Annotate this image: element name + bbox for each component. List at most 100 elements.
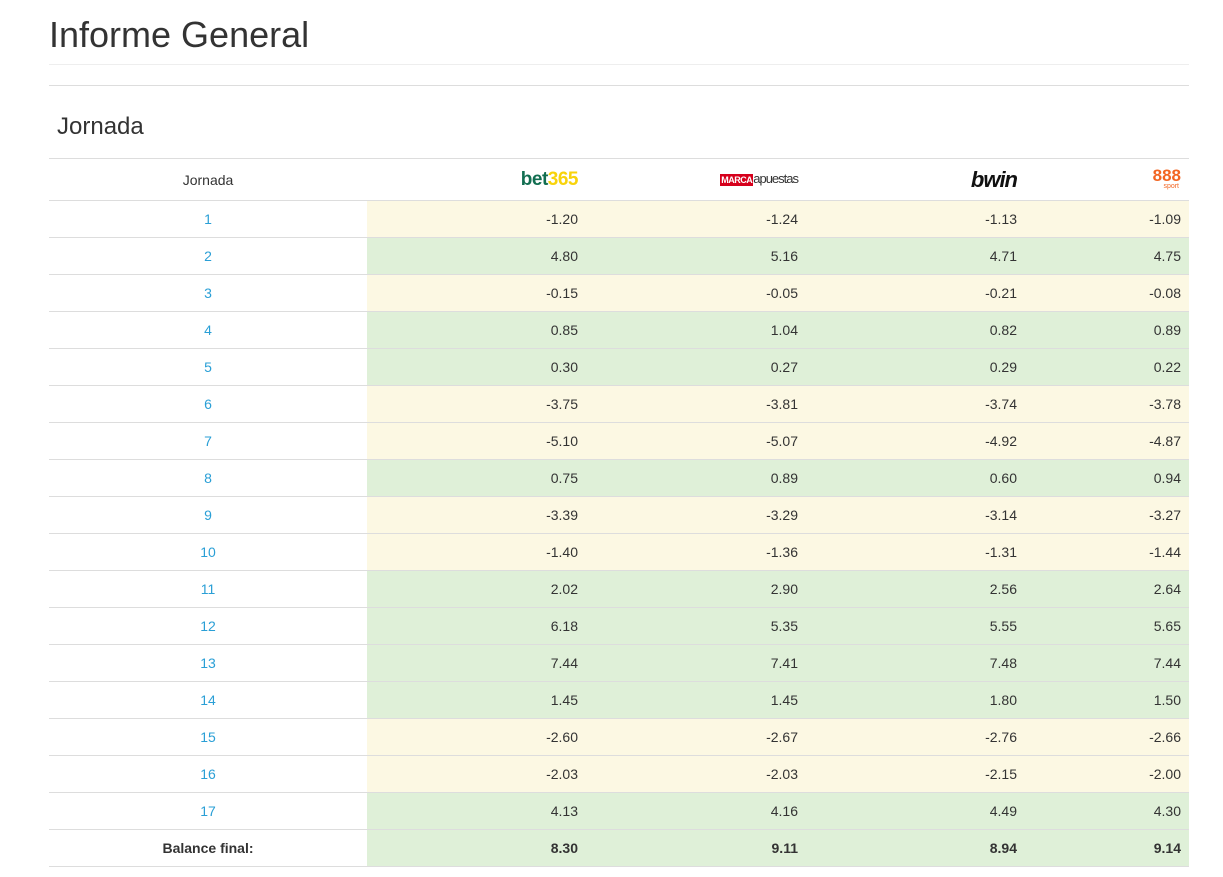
jornada-link[interactable]: 6 — [204, 396, 212, 412]
jornada-cell: 3 — [49, 274, 367, 312]
jornada-link[interactable]: 2 — [204, 248, 212, 264]
value-cell: 0.94 — [1025, 459, 1189, 497]
jornada-link[interactable]: 1 — [204, 211, 212, 227]
value-cell: -1.44 — [1025, 533, 1189, 571]
jornada-link[interactable]: 5 — [204, 359, 212, 375]
jornada-cell: 15 — [49, 718, 367, 756]
jornada-cell: 14 — [49, 681, 367, 719]
jornada-cell: 11 — [49, 570, 367, 608]
table-row: 2 4.80 5.16 4.71 4.75 — [49, 237, 1189, 275]
jornada-cell: 4 — [49, 311, 367, 349]
bet365-logo: bet365 — [520, 168, 579, 190]
jornada-link[interactable]: 3 — [204, 285, 212, 301]
value-cell: -2.76 — [806, 718, 1025, 756]
jornada-link[interactable]: 17 — [200, 803, 216, 819]
jornada-cell: 16 — [49, 755, 367, 793]
balance-final-row: Balance final: 8.30 9.11 8.94 9.14 — [49, 829, 1189, 867]
jornada-link[interactable]: 16 — [200, 766, 216, 782]
bwin-logo: bwin — [970, 166, 1018, 192]
value-cell: -0.08 — [1025, 274, 1189, 312]
table-row: 3 -0.15 -0.05 -0.21 -0.08 — [49, 274, 1189, 312]
value-cell: -2.15 — [806, 755, 1025, 793]
jornada-link[interactable]: 8 — [204, 470, 212, 486]
value-cell: -1.31 — [806, 533, 1025, 571]
value-cell: -3.75 — [367, 385, 586, 423]
value-cell: -5.07 — [586, 422, 806, 460]
table-row: 9 -3.39 -3.29 -3.14 -3.27 — [49, 496, 1189, 534]
page-title: Informe General — [49, 14, 310, 55]
table-row: 17 4.13 4.16 4.49 4.30 — [49, 792, 1189, 830]
jornada-cell: 13 — [49, 644, 367, 682]
value-cell: -3.74 — [806, 385, 1025, 423]
value-cell: -1.36 — [586, 533, 806, 571]
table-row: 6 -3.75 -3.81 -3.74 -3.78 — [49, 385, 1189, 423]
jornada-link[interactable]: 13 — [200, 655, 216, 671]
jornada-cell: 6 — [49, 385, 367, 423]
table-row: 13 7.44 7.41 7.48 7.44 — [49, 644, 1189, 682]
jornada-cell: 9 — [49, 496, 367, 534]
section-divider — [49, 85, 1189, 86]
jornada-cell: 2 — [49, 237, 367, 275]
value-cell: 2.90 — [586, 570, 806, 608]
value-cell: 7.41 — [586, 644, 806, 682]
value-cell: -1.40 — [367, 533, 586, 571]
value-cell: -2.66 — [1025, 718, 1189, 756]
table-row: 1 -1.20 -1.24 -1.13 -1.09 — [49, 200, 1189, 238]
jornada-cell: 10 — [49, 533, 367, 571]
value-cell: -4.92 — [806, 422, 1025, 460]
888sport-logo: 888 sport — [1152, 166, 1181, 190]
value-cell: 4.75 — [1025, 237, 1189, 275]
jornada-link[interactable]: 14 — [200, 692, 216, 708]
value-cell: 0.22 — [1025, 348, 1189, 386]
value-cell: 5.35 — [586, 607, 806, 645]
value-cell: -0.21 — [806, 274, 1025, 312]
table-row: 8 0.75 0.89 0.60 0.94 — [49, 459, 1189, 497]
balance-final-value: 9.11 — [586, 829, 806, 867]
value-cell: 0.75 — [367, 459, 586, 497]
value-cell: 0.89 — [1025, 311, 1189, 349]
jornada-link[interactable]: 15 — [200, 729, 216, 745]
value-cell: -3.81 — [586, 385, 806, 423]
title-divider — [49, 64, 1189, 65]
value-cell: 5.55 — [806, 607, 1025, 645]
value-cell: 7.44 — [367, 644, 586, 682]
jornada-link[interactable]: 7 — [204, 433, 212, 449]
value-cell: 1.04 — [586, 311, 806, 349]
value-cell: -2.67 — [586, 718, 806, 756]
jornada-link[interactable]: 12 — [200, 618, 216, 634]
888sport-column-header: 888 sport — [1025, 158, 1189, 201]
jornada-cell: 1 — [49, 200, 367, 238]
value-cell: 4.30 — [1025, 792, 1189, 830]
value-cell: 1.45 — [367, 681, 586, 719]
bwin-column-header: bwin — [806, 158, 1025, 201]
value-cell: 4.16 — [586, 792, 806, 830]
jornada-link[interactable]: 9 — [204, 507, 212, 523]
value-cell: 4.71 — [806, 237, 1025, 275]
marca-apuestas-logo: MARCAapuestas — [720, 171, 799, 187]
value-cell: -3.27 — [1025, 496, 1189, 534]
table-row: 4 0.85 1.04 0.82 0.89 — [49, 311, 1189, 349]
balance-final-label: Balance final: — [49, 829, 367, 867]
jornada-link[interactable]: 4 — [204, 322, 212, 338]
jornada-cell: 17 — [49, 792, 367, 830]
value-cell: -2.60 — [367, 718, 586, 756]
section-title: Jornada — [57, 113, 144, 140]
jornada-link[interactable]: 10 — [200, 544, 216, 560]
marca-apuestas-column-header: MARCAapuestas — [586, 158, 806, 201]
value-cell: 2.56 — [806, 570, 1025, 608]
value-cell: -3.39 — [367, 496, 586, 534]
value-cell: -0.15 — [367, 274, 586, 312]
value-cell: 0.29 — [806, 348, 1025, 386]
value-cell: -1.09 — [1025, 200, 1189, 238]
table-row: 16 -2.03 -2.03 -2.15 -2.00 — [49, 755, 1189, 793]
balance-final-value: 8.94 — [806, 829, 1025, 867]
value-cell: -2.03 — [367, 755, 586, 793]
jornada-link[interactable]: 11 — [200, 581, 216, 597]
balance-final-value: 8.30 — [367, 829, 586, 867]
table-row: 10 -1.40 -1.36 -1.31 -1.44 — [49, 533, 1189, 571]
value-cell: 0.82 — [806, 311, 1025, 349]
value-cell: -0.05 — [586, 274, 806, 312]
value-cell: 1.80 — [806, 681, 1025, 719]
value-cell: -3.14 — [806, 496, 1025, 534]
value-cell: -4.87 — [1025, 422, 1189, 460]
